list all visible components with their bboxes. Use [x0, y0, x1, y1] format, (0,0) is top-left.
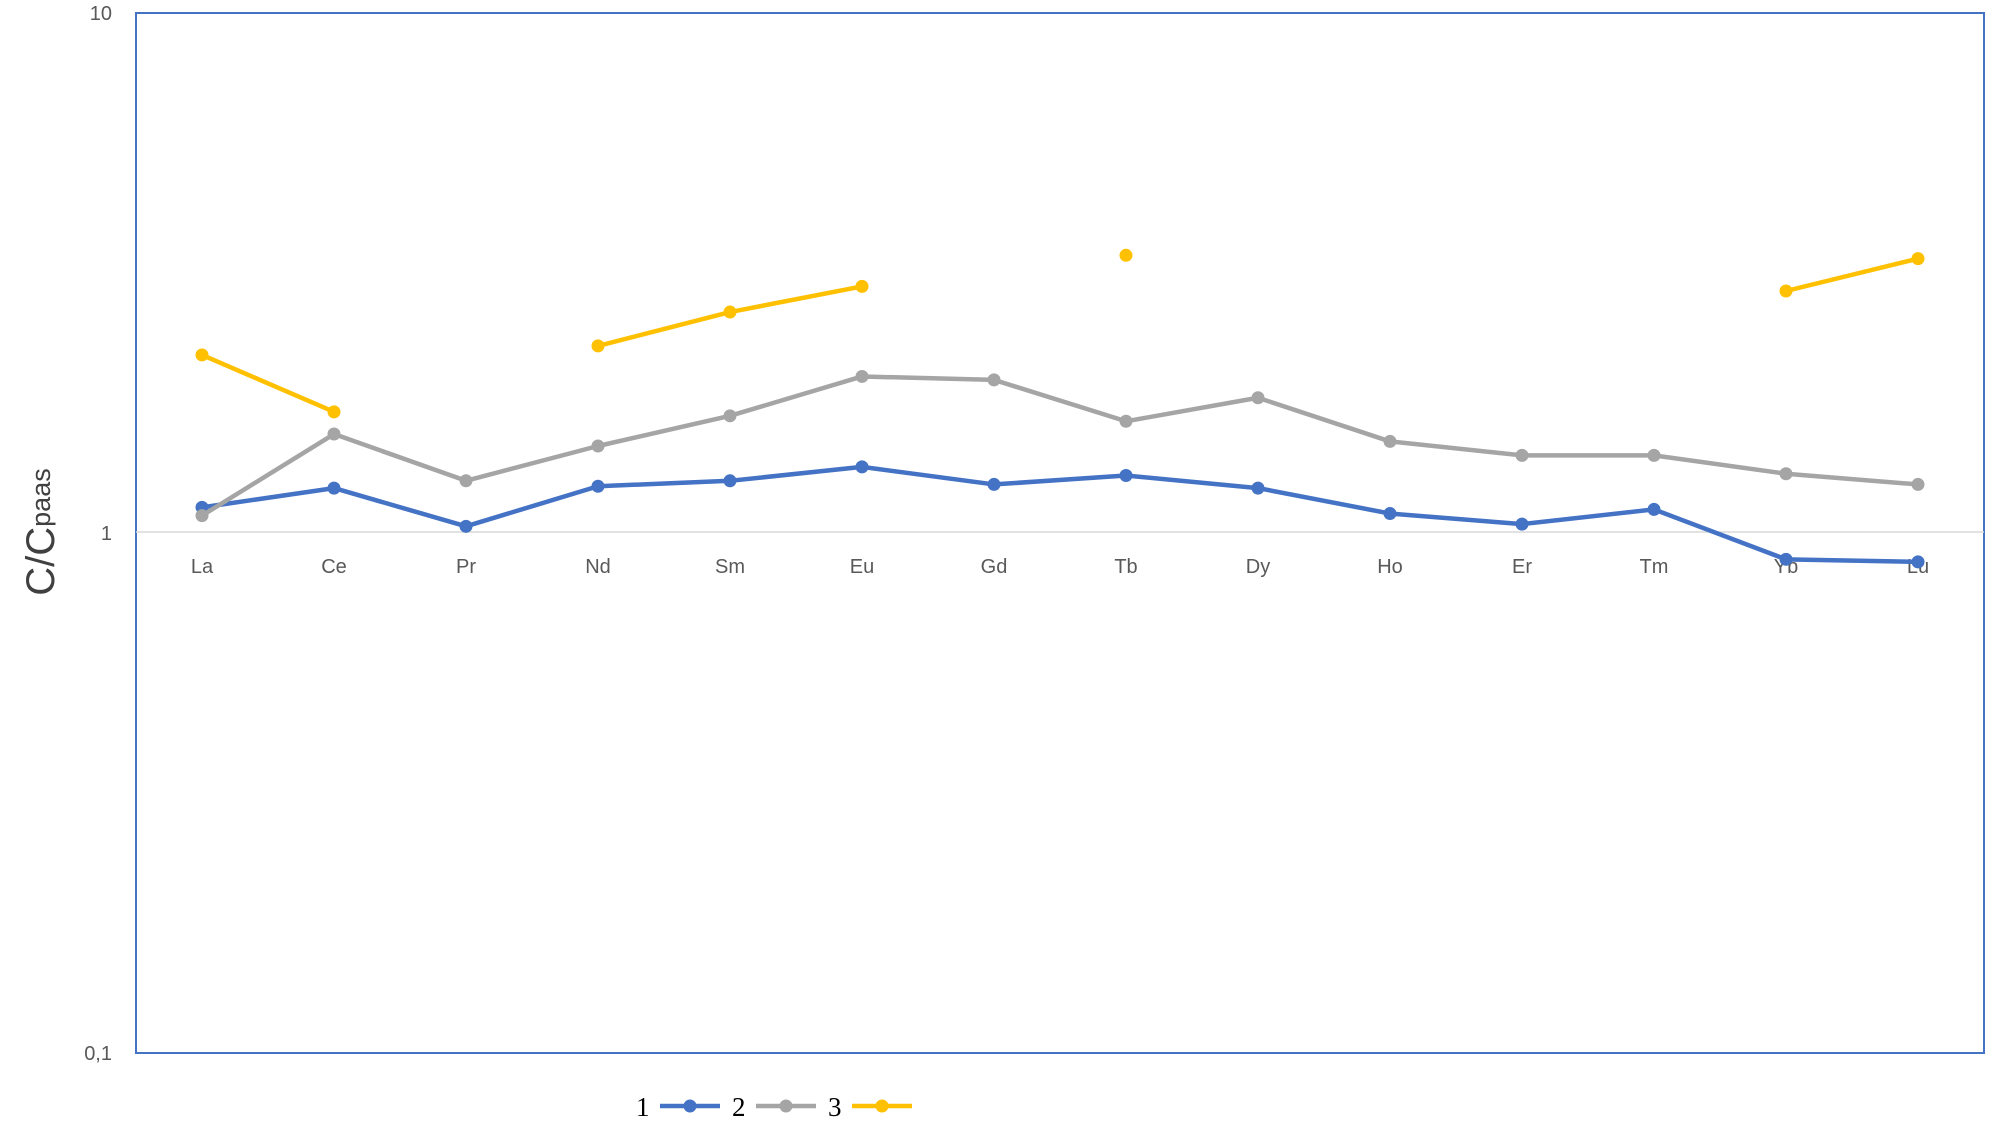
data-point: [327, 427, 341, 441]
y-axis-label-sub: paas: [26, 468, 56, 527]
data-point: [1911, 252, 1925, 266]
x-tick-label: Dy: [1246, 556, 1270, 578]
data-point: [195, 509, 209, 523]
data-point: [1119, 248, 1133, 262]
data-point: [459, 474, 473, 488]
y-tick-label: 0,1: [84, 1043, 112, 1065]
x-tick-label: Er: [1512, 556, 1532, 578]
x-tick-label: Ho: [1377, 556, 1403, 578]
data-point: [1779, 467, 1793, 481]
data-point: [1515, 517, 1529, 531]
x-tick-label: Tb: [1114, 556, 1137, 578]
series-line: [1783, 256, 1921, 294]
x-tick-label: Nd: [585, 556, 611, 578]
data-point: [1515, 448, 1529, 462]
legend-swatch-marker: [875, 1099, 889, 1113]
data-point: [591, 479, 605, 493]
x-tick-label: Pr: [456, 556, 476, 578]
data-point: [459, 519, 473, 533]
legend: 1 2 3: [636, 1092, 912, 1122]
x-tick-label: Sm: [715, 556, 745, 578]
series-layer: [195, 248, 1925, 569]
data-point: [855, 369, 869, 383]
plot-area: [135, 12, 1985, 1054]
legend-label: 2: [732, 1092, 746, 1122]
x-tick-label: Ce: [321, 556, 347, 578]
data-point: [987, 373, 1001, 387]
y-tick-label: 10: [90, 3, 112, 25]
data-point: [1119, 414, 1133, 428]
x-tick-label: Gd: [981, 556, 1008, 578]
series-line: [199, 464, 1921, 565]
series-3: [195, 248, 1925, 419]
data-point: [1911, 555, 1925, 569]
y-tick-label: 1: [101, 523, 112, 545]
data-point: [1251, 391, 1265, 405]
data-point: [987, 477, 1001, 491]
data-point: [591, 339, 605, 353]
data-point: [1647, 502, 1661, 516]
series-line: [199, 352, 337, 415]
data-point: [723, 305, 737, 319]
data-point: [1647, 448, 1661, 462]
data-point: [723, 409, 737, 423]
legend-swatch-marker: [779, 1099, 793, 1113]
data-point: [195, 348, 209, 362]
data-point: [855, 460, 869, 474]
data-point: [1383, 507, 1397, 521]
series-2: [195, 369, 1925, 523]
data-point: [723, 474, 737, 488]
data-point: [855, 279, 869, 293]
data-point: [1779, 284, 1793, 298]
legend-swatch-marker: [683, 1099, 697, 1113]
legend-label: 3: [828, 1092, 842, 1122]
data-point: [1383, 434, 1397, 448]
y-axis-label-main: C/C: [19, 527, 63, 596]
data-point: [591, 439, 605, 453]
y-axis-label: C/Cpaas: [19, 468, 63, 595]
legend-label: 1: [636, 1092, 650, 1122]
data-point: [1779, 552, 1793, 566]
series-1: [195, 460, 1925, 569]
data-point: [327, 481, 341, 495]
data-point: [1911, 477, 1925, 491]
x-tick-label: Tm: [1640, 556, 1669, 578]
data-point: [327, 405, 341, 419]
series-line: [199, 374, 1921, 518]
data-point: [1251, 481, 1265, 495]
x-tick-label: Eu: [850, 556, 874, 578]
data-point: [1119, 468, 1133, 482]
x-tick-label: La: [191, 556, 214, 578]
y-axis-ticks: 0,1 1 10: [84, 3, 112, 1065]
